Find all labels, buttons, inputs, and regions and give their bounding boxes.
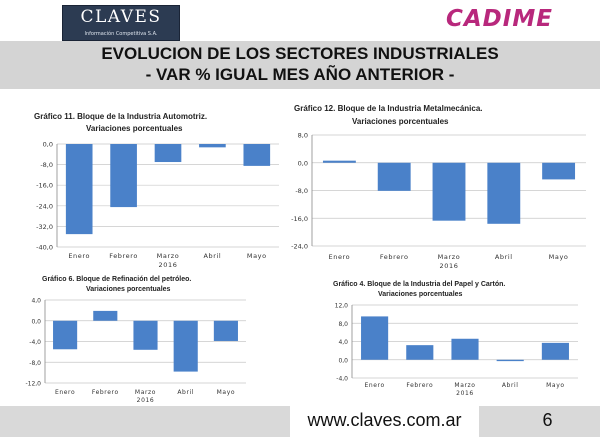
bar xyxy=(213,320,238,341)
bar xyxy=(361,316,389,360)
claves-logo: CLAVES Información Competitiva S.A. xyxy=(62,5,180,41)
chart-title: Gráfico 6. Bloque de Refinación del petr… xyxy=(42,276,191,283)
y-tick-label: -40,0 xyxy=(36,244,53,252)
x-tick-label: Marzo xyxy=(454,382,475,389)
x-tick-label: Abril xyxy=(203,252,221,260)
y-tick-label: -12,0 xyxy=(25,381,41,388)
page-number: 6 xyxy=(542,410,553,430)
cadime-logo: CADIME xyxy=(446,6,553,32)
y-tick-label: -4,0 xyxy=(336,376,348,383)
x-tick-label: Febrero xyxy=(380,253,409,261)
y-tick-label: 0,0 xyxy=(298,159,308,167)
chart-subtitle: Variaciones porcentuales xyxy=(86,124,183,133)
y-tick-label: 0,0 xyxy=(338,357,348,364)
y-tick-label: -32,0 xyxy=(36,223,53,231)
bar xyxy=(451,338,479,360)
x-tick-label: 2016 xyxy=(456,390,474,397)
x-tick-label: Enero xyxy=(55,389,75,396)
bar xyxy=(541,342,569,360)
x-tick-label: Abril xyxy=(177,389,194,396)
y-tick-label: 12,0 xyxy=(335,303,349,310)
y-tick-label: 4,0 xyxy=(31,298,41,305)
y-tick-label: 0,0 xyxy=(43,141,53,149)
x-tick-label: 2016 xyxy=(159,261,178,269)
x-tick-label: Enero xyxy=(329,253,351,261)
x-tick-label: Mayo xyxy=(549,253,569,261)
y-tick-label: -4,0 xyxy=(29,339,41,346)
page-title: EVOLUCION DE LOS SECTORES INDUSTRIALES xyxy=(101,44,499,63)
bar xyxy=(110,144,137,208)
x-tick-label: Mayo xyxy=(546,382,564,389)
x-tick-label: Febrero xyxy=(92,389,119,396)
chart-subtitle: Variaciones porcentuales xyxy=(86,286,171,293)
y-tick-label: -16,0 xyxy=(291,215,308,223)
bar xyxy=(154,144,182,163)
claves-logo-word: CLAVES xyxy=(80,7,162,27)
y-tick-label: -8,0 xyxy=(40,161,53,169)
x-tick-label: Marzo xyxy=(438,253,461,261)
bar xyxy=(93,310,118,321)
chart-title: Gráfico 12. Bloque de la Industria Metal… xyxy=(294,104,483,113)
y-tick-label: 8,0 xyxy=(338,321,348,328)
x-tick-label: Enero xyxy=(364,382,384,389)
x-tick-label: Marzo xyxy=(157,252,180,260)
bar xyxy=(199,144,226,148)
x-tick-label: Abril xyxy=(495,253,513,261)
page-subtitle: - VAR % IGUAL MES AÑO ANTERIOR - xyxy=(145,65,455,84)
claves-logo-subtitle: Información Competitiva S.A. xyxy=(84,31,158,37)
y-tick-label: -8,0 xyxy=(29,360,41,367)
x-tick-label: Mayo xyxy=(217,389,235,396)
chart-subtitle: Variaciones porcentuales xyxy=(352,117,449,126)
x-tick-label: Febrero xyxy=(406,382,433,389)
bar xyxy=(65,144,93,235)
bar xyxy=(542,162,576,180)
y-tick-label: -24,0 xyxy=(36,202,53,210)
x-tick-label: Marzo xyxy=(135,389,156,396)
y-tick-label: -8,0 xyxy=(295,187,308,195)
x-tick-label: Enero xyxy=(68,252,90,260)
chart-title: Gráfico 4. Bloque de la Industria del Pa… xyxy=(333,281,505,288)
title-band: EVOLUCION DE LOS SECTORES INDUSTRIALES -… xyxy=(0,41,600,89)
chart-title: Gráfico 11. Bloque de la Industria Autom… xyxy=(34,112,207,121)
y-tick-label: 4,0 xyxy=(338,339,348,346)
bar xyxy=(487,162,521,224)
bar xyxy=(53,320,78,350)
footer-url[interactable]: www.claves.com.ar xyxy=(290,406,479,437)
y-tick-label: 0,0 xyxy=(31,318,41,325)
chart-subtitle: Variaciones porcentuales xyxy=(378,291,463,298)
bar xyxy=(496,359,524,362)
bar xyxy=(133,320,158,350)
x-tick-label: Abril xyxy=(502,382,519,389)
bar xyxy=(322,160,356,163)
y-tick-label: -24,0 xyxy=(291,243,308,251)
bar xyxy=(173,320,198,372)
x-tick-label: Mayo xyxy=(247,252,267,260)
bar xyxy=(243,144,271,166)
y-tick-label: 8,0 xyxy=(298,132,308,140)
bar xyxy=(406,345,434,360)
x-tick-label: 2016 xyxy=(440,262,459,270)
x-tick-label: Febrero xyxy=(109,252,138,260)
bar xyxy=(377,162,411,191)
y-tick-label: -16,0 xyxy=(36,182,53,190)
bar xyxy=(432,162,466,221)
x-tick-label: 2016 xyxy=(137,397,155,404)
